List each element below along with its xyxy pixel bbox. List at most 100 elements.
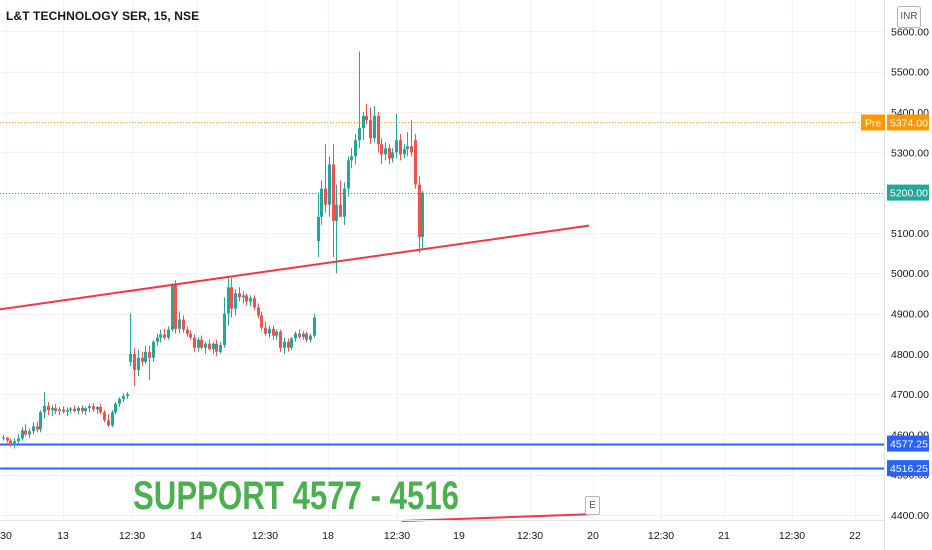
candle-body	[126, 394, 129, 397]
candle-body	[167, 329, 170, 338]
candle-body	[354, 140, 357, 157]
candle-body	[84, 408, 87, 412]
candle-body	[2, 437, 5, 439]
support-annotation[interactable]: SUPPORT 4577 - 4516	[133, 474, 460, 518]
candle-body	[36, 426, 39, 430]
candle-body	[47, 406, 50, 411]
candle-body	[13, 441, 16, 444]
candle-body	[77, 407, 80, 412]
price-tick-label: 5500.00	[891, 67, 929, 79]
candle-body	[69, 408, 72, 411]
time-axis[interactable]: 30 13 12:30 14 12:30 18 12:30 19 12:30 20 12:30 21 1…	[0, 530, 861, 542]
candle-body	[148, 351, 151, 358]
candle-body	[88, 406, 91, 409]
candle-body	[391, 152, 394, 159]
candle-body	[272, 328, 275, 336]
candle-body	[410, 146, 413, 153]
time-tick-label: 22	[849, 530, 861, 542]
candle-body	[245, 295, 248, 302]
candle-body	[54, 408, 57, 412]
rising-trendline[interactable]	[0, 224, 590, 311]
candle-body	[58, 409, 61, 412]
candle-body	[373, 116, 376, 139]
time-tick-label: 12:30	[252, 530, 278, 542]
candle-body	[43, 406, 46, 413]
candle-body	[294, 333, 297, 339]
candle-body	[328, 164, 331, 205]
support-lower-price-label: 4516.25	[890, 463, 928, 475]
support-upper-price-label: 4577.25	[890, 439, 928, 451]
price-tick-label: 5100.00	[891, 228, 929, 240]
candle-body	[171, 285, 174, 330]
candle-body	[313, 317, 316, 336]
candle-body	[111, 412, 114, 426]
candle-body	[406, 146, 409, 150]
price-tick-label: 4400.00	[891, 510, 929, 522]
candle-body	[395, 140, 398, 153]
candle-body	[219, 344, 222, 352]
candle-body	[51, 408, 54, 411]
time-tick-label: 13	[57, 530, 69, 542]
candle-body	[99, 406, 102, 413]
candle-body	[129, 353, 132, 362]
candle-body	[118, 398, 121, 404]
currency-button[interactable]: INR	[897, 6, 921, 28]
chart-title: L&T TECHNOLOGY SER, 15, NSE	[6, 9, 200, 23]
price-tick-label: 5000.00	[891, 268, 929, 280]
candle-body	[62, 409, 65, 412]
candle-body	[174, 285, 177, 329]
price-tick-label: 4800.00	[891, 349, 929, 361]
candle-body	[122, 396, 125, 399]
candle-body	[268, 328, 271, 334]
candle-body	[137, 357, 140, 370]
candle-body	[66, 410, 69, 412]
candle-body	[369, 120, 372, 139]
candle-body	[324, 188, 327, 205]
candle-body	[107, 420, 110, 426]
candle-body	[242, 295, 245, 298]
earnings-event-marker[interactable]: E	[585, 496, 600, 515]
candle-body	[238, 293, 241, 298]
candle-body	[388, 148, 391, 159]
time-tick-label: 12:30	[779, 530, 805, 542]
candle-body	[73, 408, 76, 412]
time-tick-label: 12:30	[384, 530, 410, 542]
candle-body	[377, 116, 380, 145]
candle-body	[178, 319, 181, 329]
candle-body	[320, 188, 323, 217]
grid-lines	[0, 0, 884, 520]
candle-body	[17, 438, 20, 442]
candle-body	[253, 298, 256, 308]
candle-body	[260, 315, 263, 328]
candle-body	[114, 403, 117, 413]
candle-body	[302, 333, 305, 337]
candle-body	[305, 333, 308, 340]
candle-body	[309, 335, 312, 340]
candle-body	[339, 204, 342, 217]
time-tick-label: 18	[322, 530, 334, 542]
candle-body	[32, 426, 35, 432]
trendlines[interactable]	[0, 224, 590, 523]
candle-body	[9, 440, 12, 444]
candle-body	[197, 339, 200, 348]
candle-body	[414, 140, 417, 185]
time-tick-label: 30	[0, 530, 12, 542]
candle-body	[200, 339, 203, 348]
candle-body	[227, 287, 230, 314]
candle-body	[6, 437, 9, 441]
future-trendline[interactable]	[401, 513, 590, 523]
candle-body	[298, 333, 301, 337]
time-tick-label: 14	[190, 530, 202, 542]
pre-market-label-bg	[887, 114, 929, 131]
candle-body	[215, 343, 218, 352]
candle-body	[380, 144, 383, 155]
candle-body	[317, 216, 320, 241]
candle-body	[347, 160, 350, 189]
time-tick-label: 19	[453, 530, 465, 542]
candle-body	[279, 331, 282, 348]
candle-body	[223, 313, 226, 345]
candle-body	[21, 430, 24, 439]
candle-body	[350, 156, 353, 161]
price-labels: 5374.00 Pre 5200.00 4577.25 4516.25	[861, 114, 929, 477]
